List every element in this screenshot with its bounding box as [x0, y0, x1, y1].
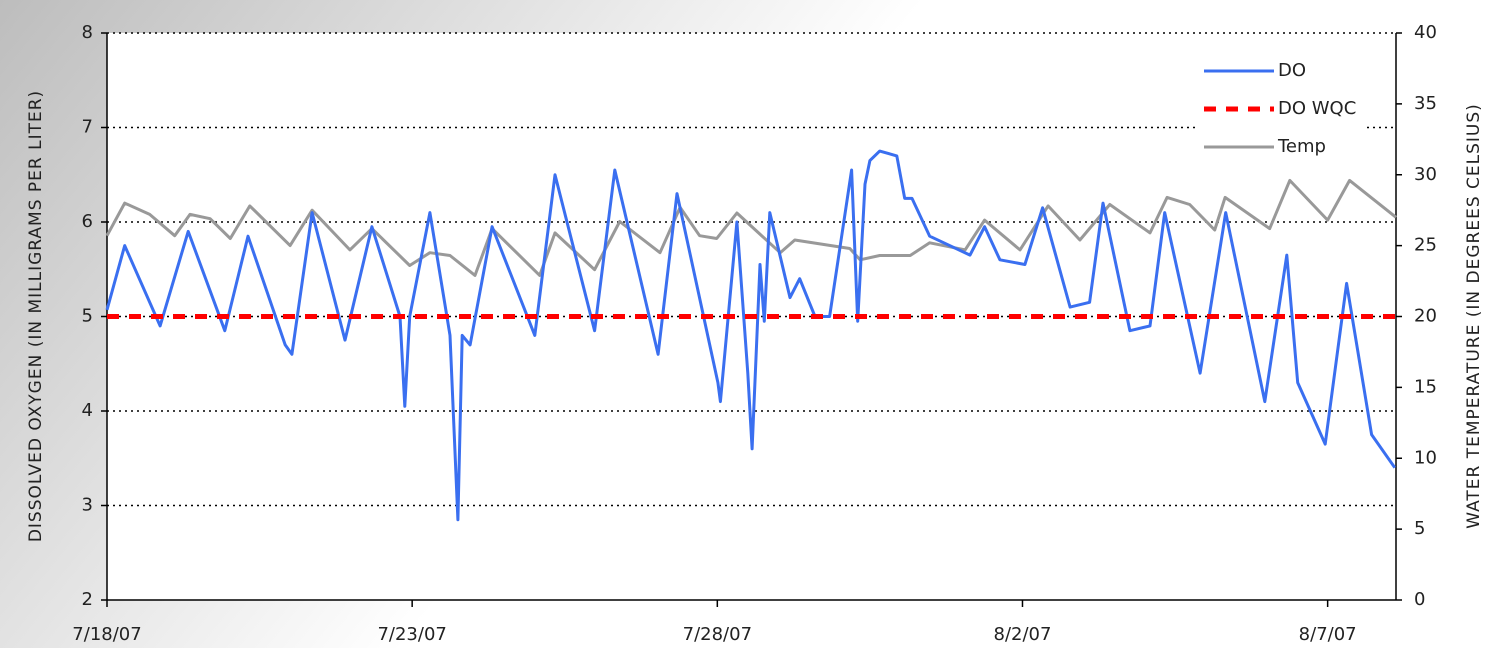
y2-tick-label: 10 [1414, 447, 1437, 468]
y-tick-label: 7 [82, 117, 93, 138]
y-tick-label: 8 [82, 22, 93, 43]
y-tick-label: 3 [82, 495, 93, 516]
y-tick-label: 5 [82, 306, 93, 327]
x-tick-label: 8/7/07 [1299, 624, 1357, 645]
y2-tick-label: 0 [1414, 589, 1425, 610]
y-tick-label: 4 [82, 400, 93, 421]
y2-axis-title: WATER TEMPERATURE (IN DEGREES CELSIUS) [1464, 103, 1484, 529]
series-line [105, 178, 1397, 277]
legend-label: DO WQC [1278, 98, 1356, 119]
legend-label: DO [1278, 60, 1306, 81]
y2-tick-label: 40 [1414, 22, 1437, 43]
y-tick-label: 6 [82, 211, 93, 232]
x-tick-label: 7/28/07 [683, 624, 752, 645]
y2-tick-label: 5 [1414, 518, 1425, 539]
y-axis-title: DISSOLVED OXYGEN (IN MILLIGRAMS PER LITE… [26, 90, 46, 542]
legend-label: Temp [1277, 136, 1326, 157]
x-tick-label: 8/2/07 [994, 624, 1052, 645]
y2-tick-label: 15 [1414, 376, 1437, 397]
y2-tick-label: 30 [1414, 164, 1437, 185]
y2-tick-label: 25 [1414, 235, 1437, 256]
x-tick-label: 7/18/07 [72, 624, 141, 645]
y-tick-label: 2 [82, 589, 93, 610]
y2-tick-label: 35 [1414, 93, 1437, 114]
x-tick-label: 7/23/07 [377, 624, 446, 645]
y2-tick-label: 20 [1414, 306, 1437, 327]
